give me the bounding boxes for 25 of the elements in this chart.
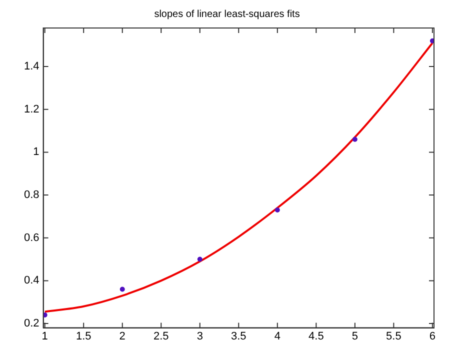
chart-title: slopes of linear least-squares fits [154, 8, 300, 20]
y-tick-label: 0.8 [24, 189, 40, 202]
point [197, 256, 202, 262]
x-tick-label: 2 [119, 330, 126, 342]
point [352, 136, 358, 142]
x-tick-label: 1 [42, 330, 48, 342]
y-tick-label: 0.4 [24, 274, 40, 287]
x-tick-label: 4 [274, 330, 280, 342]
y-tick-label: 0.6 [24, 232, 40, 244]
point [120, 286, 125, 292]
y-tick-label: 1 [33, 146, 40, 158]
x-tick-label: 5.5 [386, 330, 402, 342]
point [43, 312, 48, 318]
x-tick-label: 4.5 [308, 330, 324, 342]
x-tick-label: 6 [429, 330, 436, 342]
x-tick-label: 5 [352, 330, 358, 342]
point [274, 208, 280, 213]
y-tick-label: 1.4 [24, 60, 40, 73]
x-tick-label: 3.5 [230, 330, 246, 342]
x-tick-label: 1.5 [76, 330, 92, 342]
x-tick-label: 2.5 [153, 330, 169, 342]
y-tick-label: 1.2 [24, 103, 40, 116]
y-tick-label: 0.2 [24, 318, 40, 330]
point [430, 38, 434, 44]
x-tick-label: 3 [196, 330, 203, 342]
